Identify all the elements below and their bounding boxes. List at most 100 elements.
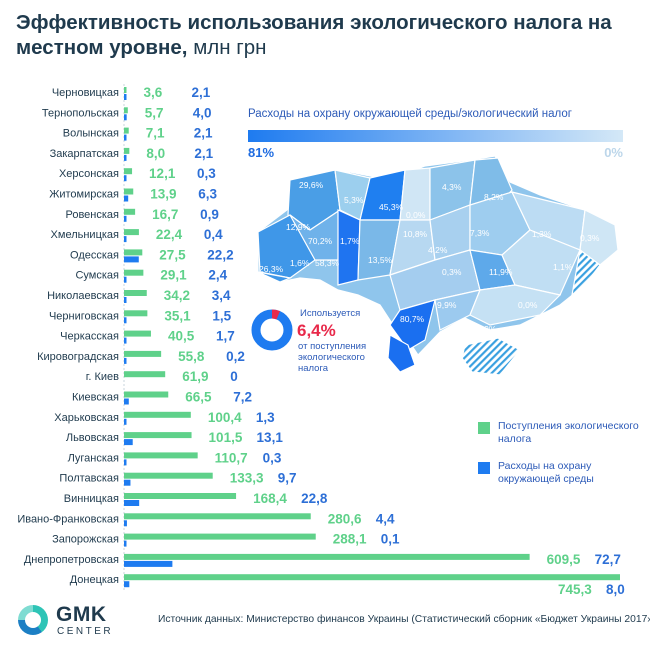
region-label: 12,9% [286, 222, 311, 232]
category-label: Полтавская [59, 473, 119, 485]
value-label-income: 12,1 [149, 166, 176, 181]
category-label: Хмельницкая [51, 229, 119, 241]
region-label: 0,3% [442, 267, 462, 277]
bar-income [124, 411, 191, 418]
value-label-spending: 1,5 [212, 308, 231, 323]
value-label-income: 100,4 [208, 410, 242, 425]
value-label-spending: 0,1 [381, 532, 400, 547]
bar-spending [124, 418, 127, 425]
bar-spending [124, 581, 130, 588]
value-label-income: 66,5 [185, 390, 212, 405]
page-title: Эффективность использования экологическо… [16, 10, 636, 60]
value-label-spending: 8,0 [606, 582, 625, 597]
category-label: Харьковская [54, 412, 119, 424]
region-label: 0,0% [406, 210, 426, 220]
region-label: 80,7% [400, 314, 425, 324]
legend-label-spending: Расходы на охрану окружающей среды [498, 460, 594, 485]
bar-spending [124, 560, 173, 567]
category-label: Херсонская [59, 168, 119, 180]
bar-income [124, 127, 129, 134]
value-label-income: 7,1 [146, 126, 165, 141]
chart-legend: Поступления экологического налога Расход… [478, 420, 643, 500]
region-label: 26,3% [259, 264, 284, 274]
legend-label-income: Поступления экологического налога [498, 420, 639, 445]
category-label: Луганская [68, 452, 119, 464]
category-label: Черкасская [60, 331, 119, 343]
bar-spending [124, 256, 139, 263]
region-label: 10,8% [403, 229, 428, 239]
category-label: Житомирская [49, 189, 119, 201]
bar-spending [124, 114, 127, 121]
legend-item-income: Поступления экологического налога [478, 420, 643, 446]
value-label-spending: 72,7 [595, 552, 621, 567]
region-label: 29,6% [299, 180, 324, 190]
value-label-spending: 9,7 [278, 471, 297, 486]
category-label: Киевская [72, 392, 119, 404]
bar-income [124, 269, 144, 276]
value-label-income: 168,4 [253, 491, 287, 506]
value-label-spending: 2,1 [194, 146, 213, 161]
category-label: Ивано-Франковская [17, 513, 119, 525]
value-label-spending: 4,4 [376, 511, 395, 526]
bar-income [124, 350, 162, 357]
map-scale-max: 81% [248, 145, 274, 160]
legend-item-spending: Расходы на охрану окружающей среды [478, 460, 643, 486]
category-label: Днепропетровская [24, 554, 119, 566]
category-label: Кировоградская [37, 351, 119, 363]
category-label: Закарпатская [50, 148, 119, 160]
value-label-income: 35,1 [164, 308, 191, 323]
map-panel: Расходы на охрану окружающей среды/эколо… [248, 108, 623, 376]
bar-spending [124, 297, 127, 303]
region-label: 70,2% [308, 236, 333, 246]
value-label-spending: 0 [230, 369, 238, 384]
title-unit: млн грн [193, 36, 267, 59]
region-label: 58,3% [315, 258, 340, 268]
logo-sub-text: CENTER [57, 626, 114, 637]
gmk-logo[interactable]: GMK CENTER [18, 603, 113, 639]
bar-income [124, 553, 530, 560]
bar-spending [124, 459, 127, 466]
value-label-income: 288,1 [333, 532, 367, 547]
bar-income [124, 147, 130, 154]
value-label-income: 27,5 [159, 247, 186, 262]
bar-income [124, 168, 133, 175]
bar-income [124, 229, 139, 236]
category-label: Черниговская [49, 310, 119, 322]
category-label: Сумская [75, 270, 119, 282]
category-label: Николаевская [47, 290, 119, 302]
value-label-spending: 0,4 [204, 227, 223, 242]
logo-main-text: GMK [56, 603, 107, 626]
map-scale-min: 0% [604, 145, 623, 160]
value-label-income: 13,9 [150, 187, 176, 202]
value-label-spending: 22,2 [207, 247, 233, 262]
value-label-spending: 1,3 [256, 410, 275, 425]
value-label-income: 101,5 [209, 430, 243, 445]
region-label: 1,1% [553, 262, 573, 272]
map-region-labels: 29,6% 5,3% 45,3% 0,0% 4,3% 8,2% 12,9% 70… [259, 180, 600, 334]
value-label-income: 609,5 [547, 552, 581, 567]
bar-spending [124, 337, 127, 344]
usage-donut [251, 309, 293, 351]
bar-income [124, 452, 198, 459]
value-label-income: 22,4 [156, 227, 183, 242]
value-label-income: 34,2 [164, 288, 190, 303]
bar-spending [124, 357, 127, 364]
footer: GMK CENTER Источник данных: Министерство… [0, 595, 650, 650]
bar-spending [124, 94, 127, 100]
bar-spending [124, 317, 127, 324]
map-legend-title: Расходы на охрану окружающей среды/эколо… [248, 108, 572, 120]
category-label: Донецкая [70, 574, 119, 586]
bar-income [124, 310, 148, 317]
value-label-spending: 22,8 [301, 491, 328, 506]
bar-spending [124, 195, 129, 202]
bar-spending [124, 134, 127, 141]
value-label-income: 61,9 [182, 369, 208, 384]
bar-spending [124, 154, 127, 161]
donut-highlight [251, 309, 293, 351]
region-label: 2,9% [477, 324, 497, 334]
value-label-spending: 6,3 [198, 187, 217, 202]
value-label-spending: 2,1 [194, 126, 213, 141]
bar-income [124, 472, 213, 479]
bar-spending [124, 540, 127, 547]
